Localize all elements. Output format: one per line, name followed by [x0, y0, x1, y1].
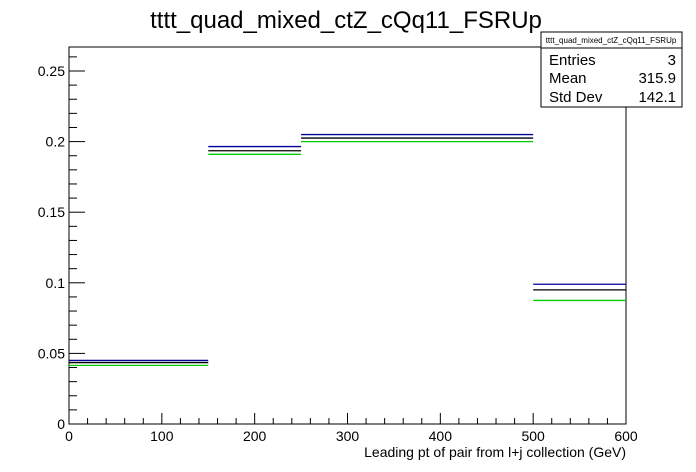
- x-tick-label: 500: [521, 428, 545, 444]
- x-tick-label: 100: [150, 428, 174, 444]
- y-tick-label: 0.1: [46, 275, 66, 291]
- histogram-series: [69, 133, 626, 367]
- stats-box: tttt_quad_mixed_ctZ_cQq11_FSRUp Entries …: [540, 31, 683, 108]
- x-tick-label: 200: [243, 428, 267, 444]
- x-axis-ticks: 0 100 200 300 400 500 600: [65, 413, 638, 444]
- chart-title: tttt_quad_mixed_ctZ_cQq11_FSRUp: [150, 7, 542, 34]
- stats-stddev-value: 142.1: [638, 89, 676, 106]
- y-tick-label: 0.15: [38, 204, 65, 220]
- stats-mean-label: Mean: [549, 70, 587, 87]
- x-axis-label: Leading pt of pair from l+j collection (…: [364, 444, 626, 460]
- x-tick-label: 400: [429, 428, 453, 444]
- stats-stddev-label: Std Dev: [549, 89, 603, 106]
- stats-mean-value: 315.9: [638, 70, 676, 87]
- y-tick-label: 0.25: [38, 63, 65, 79]
- y-tick-label: 0.05: [38, 345, 65, 361]
- x-tick-label: 0: [65, 428, 73, 444]
- stats-entries-label: Entries: [549, 52, 596, 69]
- x-tick-label: 600: [614, 428, 638, 444]
- x-tick-label: 300: [336, 428, 360, 444]
- stats-box-title: tttt_quad_mixed_ctZ_cQq11_FSRUp: [546, 36, 677, 45]
- stats-entries-value: 3: [668, 52, 676, 69]
- y-axis-ticks: 0 0.05 0.1 0.15 0.2 0.25: [38, 56, 85, 432]
- y-tick-label: 0: [57, 416, 65, 432]
- y-tick-label: 0.2: [46, 134, 66, 150]
- stats-box-frame: [540, 31, 683, 108]
